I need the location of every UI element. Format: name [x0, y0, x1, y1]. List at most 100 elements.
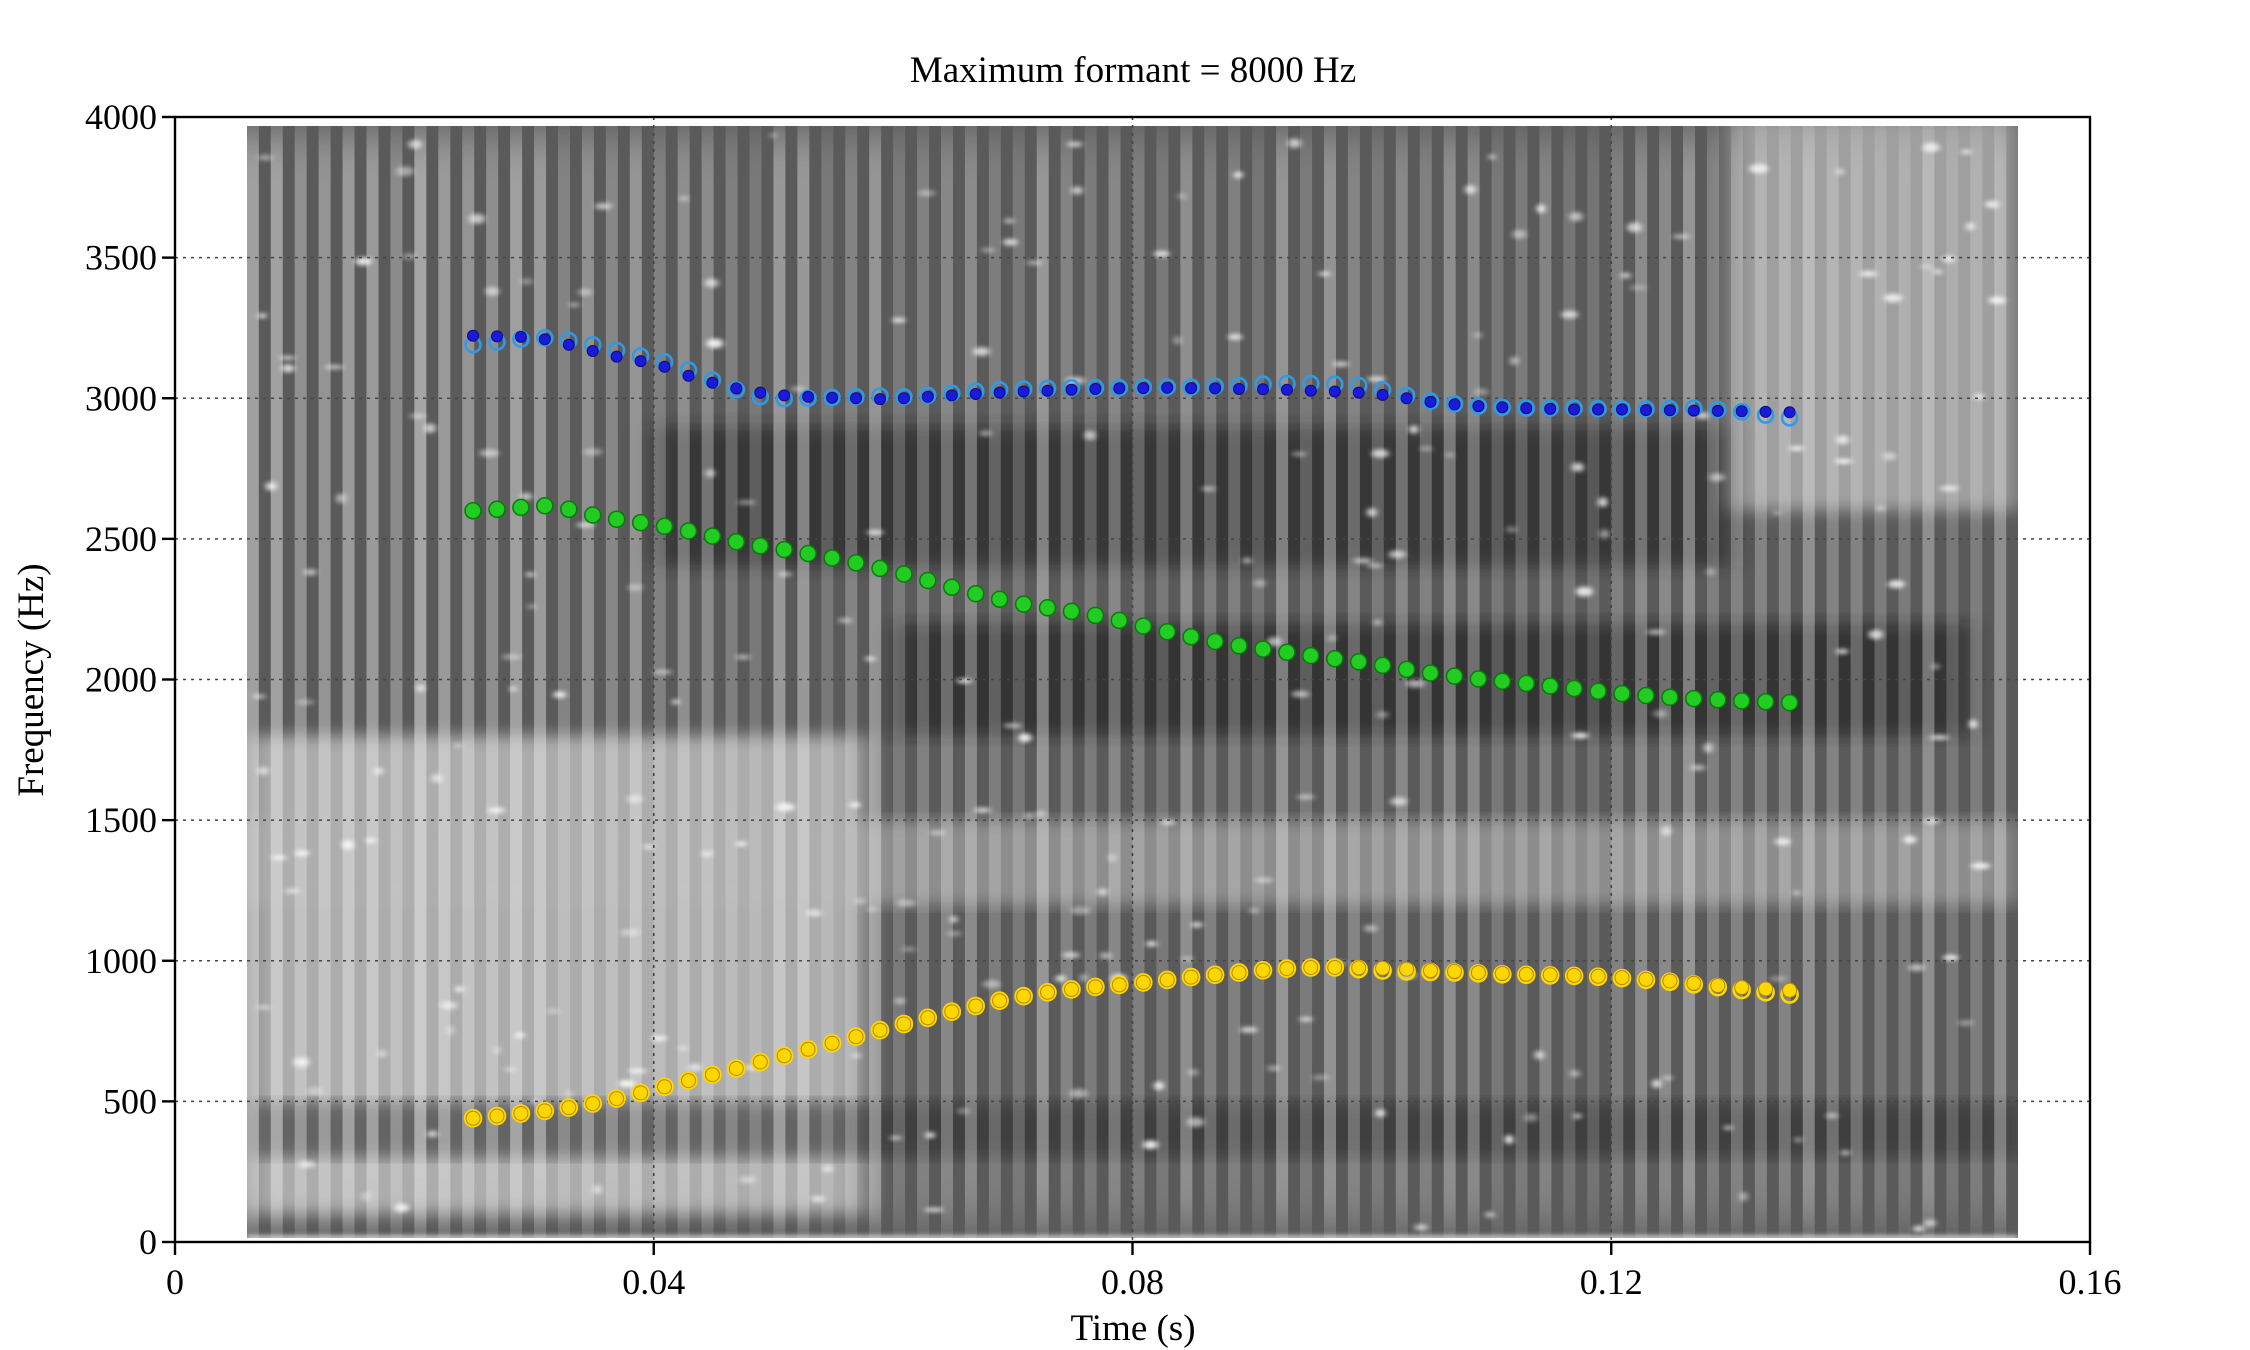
- formant-point: [561, 1100, 577, 1116]
- formant-point: [1517, 674, 1536, 693]
- spectrogram-speck: [445, 1025, 455, 1035]
- spectrogram-speck: [284, 888, 301, 894]
- formant-point: [1257, 383, 1269, 396]
- spectrogram-speck: [1055, 975, 1067, 982]
- spectrogram-speck: [1706, 568, 1715, 576]
- formant-point: [1182, 628, 1200, 646]
- formant-point: [538, 333, 551, 346]
- formant-point: [1229, 963, 1249, 982]
- spectrogram-speck: [1291, 690, 1310, 698]
- formant-point: [921, 390, 934, 403]
- spectrogram-speck: [1066, 141, 1083, 147]
- spectrogram-speck: [1646, 629, 1666, 635]
- formant-point: [1137, 382, 1150, 395]
- formant-point: [1181, 967, 1201, 987]
- spectrogram-speck: [1318, 271, 1331, 276]
- x-tick-label: 0: [166, 1262, 184, 1302]
- spectrogram-streak: [438, 131, 451, 1228]
- formant-point: [1207, 967, 1223, 983]
- spectrogram-speck: [306, 1086, 323, 1096]
- spectrogram-speck: [849, 802, 861, 808]
- formant-point: [1445, 667, 1464, 685]
- formant-point: [1541, 677, 1559, 695]
- formant-point: [1445, 395, 1464, 413]
- formant-point: [467, 329, 479, 342]
- formant-point: [1448, 398, 1461, 411]
- formant-point: [1086, 606, 1105, 625]
- spectrogram-speck: [1628, 285, 1647, 291]
- formant-point: [1157, 970, 1177, 990]
- formant-series-3: [464, 496, 1799, 712]
- spectrogram-speck: [1703, 742, 1713, 753]
- spectrogram-speck: [1960, 149, 1972, 154]
- spectrogram-speck: [374, 767, 384, 775]
- spectrogram-speck: [1004, 218, 1015, 224]
- spectrogram-speck: [294, 1061, 310, 1069]
- spectrogram-speck: [519, 278, 534, 285]
- spectrogram-speck: [1445, 452, 1454, 458]
- spectrogram-speck: [810, 1195, 825, 1203]
- formant-point: [1064, 981, 1079, 997]
- formant-point: [1062, 602, 1081, 621]
- spectrogram-speck: [583, 448, 603, 456]
- spectrogram-speck: [1922, 142, 1940, 153]
- spectrogram-streak: [534, 131, 547, 1228]
- formant-point: [823, 388, 841, 407]
- spectrogram-speck: [416, 684, 425, 692]
- formant-point: [1517, 399, 1536, 417]
- spectrogram-speck: [1153, 250, 1170, 257]
- spectrogram-speck: [1573, 1113, 1582, 1119]
- formant-point: [607, 510, 626, 528]
- formant-point: [1565, 399, 1583, 417]
- spectrogram-streak: [557, 131, 570, 1228]
- spectrogram-speck: [553, 691, 567, 698]
- formant-point: [750, 1052, 770, 1072]
- formant-point: [1038, 599, 1057, 617]
- spectrogram-speck: [901, 946, 917, 952]
- formant-point: [775, 540, 793, 559]
- spectrogram-speck: [677, 1045, 688, 1051]
- formant-point: [1231, 965, 1247, 981]
- formant-point: [1687, 404, 1700, 417]
- formant-point: [1783, 406, 1796, 419]
- formant-point: [751, 537, 770, 555]
- spectrogram-speck: [1474, 388, 1488, 396]
- spectrogram-speck: [924, 1207, 945, 1212]
- spectrogram-speck: [679, 195, 689, 202]
- formant-point: [1663, 404, 1676, 417]
- formant-point: [1661, 688, 1679, 706]
- formant-point: [918, 386, 937, 405]
- formant-point: [1062, 980, 1081, 999]
- spectrogram-speck: [1627, 222, 1642, 233]
- formant-series-1: [465, 960, 1798, 1126]
- spectrogram-streak: [1084, 131, 1097, 1228]
- spectrogram-speck: [1373, 619, 1382, 626]
- formant-point: [1017, 385, 1030, 398]
- spectrogram-speck: [1859, 270, 1878, 277]
- spectrogram-speck: [394, 1203, 409, 1213]
- spectrogram-speck: [1242, 557, 1252, 564]
- spectrogram-speck: [296, 699, 315, 705]
- formant-point: [607, 1089, 626, 1108]
- spectrogram-speck: [1018, 733, 1032, 743]
- spectrogram-speck: [1908, 963, 1925, 972]
- spectrogram-speck: [1569, 212, 1583, 222]
- formant-point: [1040, 984, 1055, 1000]
- spectrogram-speck: [1099, 952, 1113, 960]
- spectrogram-speck: [1406, 679, 1425, 688]
- spectrogram-speck: [972, 347, 991, 356]
- spectrogram-speck: [1882, 452, 1897, 461]
- formant-point: [943, 578, 961, 597]
- spectrogram-speck: [1723, 1125, 1734, 1130]
- spectrogram-speck: [504, 1067, 517, 1072]
- formant-point: [1542, 967, 1558, 983]
- spectrogram-speck: [1371, 449, 1389, 458]
- formant-point: [465, 1110, 481, 1126]
- x-tick-label: 0.12: [1580, 1262, 1643, 1302]
- formant-point: [464, 502, 482, 520]
- formant-point: [1183, 969, 1199, 985]
- spectrogram-speck: [1071, 186, 1084, 195]
- spectrogram-streak: [1276, 131, 1289, 1228]
- spectrogram-speck: [806, 909, 822, 917]
- formant-point: [944, 1004, 960, 1020]
